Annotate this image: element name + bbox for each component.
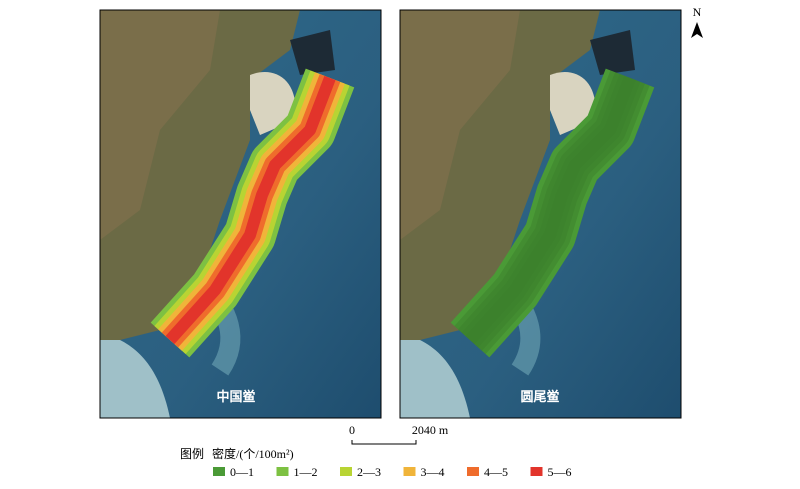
legend-swatch bbox=[213, 467, 225, 476]
legend-swatch bbox=[403, 467, 416, 476]
legend-subtitle: 密度/(个/100m²) bbox=[212, 446, 294, 461]
legend-label: 3—4 bbox=[421, 465, 445, 479]
legend-label: 1—2 bbox=[294, 465, 318, 479]
legend-swatch bbox=[530, 467, 543, 476]
density-band bbox=[165, 75, 336, 345]
scale-end: 2040 m bbox=[412, 423, 449, 437]
legend-label: 5—6 bbox=[548, 465, 572, 479]
density-bands bbox=[450, 68, 655, 358]
density-bands bbox=[150, 68, 355, 358]
legend: 0—1 1—2 2—3 3—4 4—5 5—6 bbox=[213, 465, 572, 479]
north-label: N bbox=[693, 5, 702, 19]
legend-swatch bbox=[276, 467, 289, 476]
legend-label: 4—5 bbox=[484, 465, 508, 479]
band-edge bbox=[465, 75, 636, 345]
panel-left: 中国鲎 bbox=[100, 10, 381, 418]
legend-swatch bbox=[467, 467, 479, 476]
legend-swatch bbox=[340, 467, 352, 476]
legend-title: 图例 bbox=[180, 447, 204, 461]
north-arrow bbox=[691, 22, 703, 38]
scale-bar bbox=[351, 440, 417, 445]
scale-start: 0 bbox=[349, 423, 355, 437]
legend-label: 0—1 bbox=[230, 465, 254, 479]
legend-label: 2—3 bbox=[357, 465, 381, 479]
panel-label: 中国鲎 bbox=[216, 389, 255, 404]
panel-label: 圆尾鲎 bbox=[520, 389, 559, 404]
panel-right: 圆尾鲎 bbox=[400, 10, 681, 418]
